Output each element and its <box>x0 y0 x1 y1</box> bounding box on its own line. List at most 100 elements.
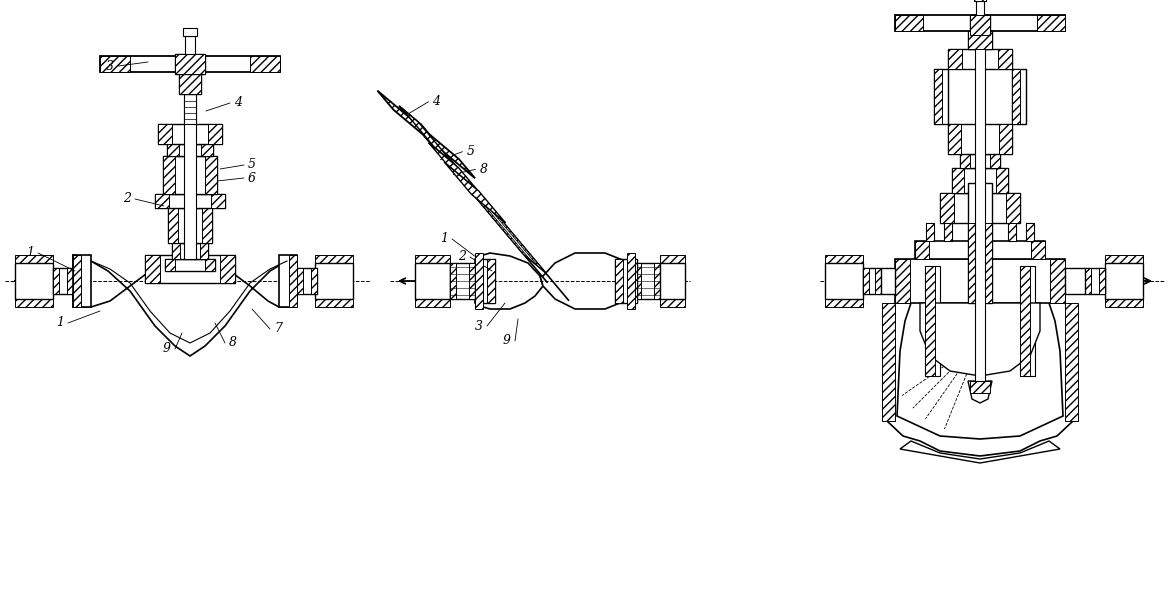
Bar <box>952 168 1008 193</box>
Bar <box>970 15 990 35</box>
Bar <box>990 154 1000 168</box>
Bar <box>863 268 881 294</box>
Bar <box>948 49 962 69</box>
Bar <box>168 208 212 243</box>
Bar <box>654 263 660 299</box>
Bar <box>73 255 81 307</box>
Text: 8: 8 <box>229 336 237 349</box>
Polygon shape <box>444 162 505 223</box>
Polygon shape <box>415 119 545 272</box>
Bar <box>73 255 91 307</box>
Bar <box>450 263 456 299</box>
Bar <box>975 21 984 381</box>
Bar <box>881 268 895 294</box>
Bar <box>1011 69 1026 124</box>
Bar <box>145 255 161 283</box>
Bar <box>1099 268 1105 294</box>
Bar <box>1011 69 1020 124</box>
Bar <box>183 28 197 36</box>
Text: 6: 6 <box>248 171 255 184</box>
Bar <box>184 99 196 259</box>
Bar <box>488 259 495 303</box>
Bar <box>1008 223 1016 241</box>
Bar <box>943 223 952 241</box>
Text: 4: 4 <box>234 96 241 109</box>
Bar <box>100 56 130 72</box>
Bar <box>660 255 684 307</box>
Bar <box>974 0 986 1</box>
Bar <box>211 194 225 208</box>
Polygon shape <box>402 108 451 161</box>
Bar <box>895 15 924 31</box>
Bar <box>926 223 934 241</box>
Bar <box>179 72 202 94</box>
Bar <box>635 263 641 299</box>
Bar <box>1006 193 1020 223</box>
Text: 4: 4 <box>432 95 441 108</box>
Bar <box>660 263 684 299</box>
Bar <box>1031 241 1045 259</box>
Bar <box>1065 268 1085 294</box>
Bar <box>915 241 1045 259</box>
Bar <box>970 381 990 393</box>
Bar <box>469 263 475 299</box>
Bar <box>968 31 992 49</box>
Bar <box>883 303 895 421</box>
Bar <box>279 255 297 307</box>
Bar <box>166 144 179 156</box>
Polygon shape <box>429 143 476 189</box>
Bar <box>53 268 59 294</box>
Bar <box>825 255 863 307</box>
Bar <box>205 259 214 271</box>
Bar <box>163 156 175 194</box>
Bar <box>163 156 217 194</box>
Bar <box>67 268 73 294</box>
Bar <box>165 259 175 271</box>
Polygon shape <box>900 441 1059 463</box>
Text: 2: 2 <box>123 193 131 206</box>
Text: 9: 9 <box>163 343 171 356</box>
Text: 9: 9 <box>503 335 511 348</box>
Bar <box>311 268 316 294</box>
Bar <box>926 223 934 241</box>
Text: 1: 1 <box>26 246 34 259</box>
Bar <box>825 263 863 299</box>
Bar <box>475 259 495 303</box>
Bar <box>976 1 984 15</box>
Bar <box>948 124 961 154</box>
Bar <box>172 243 207 259</box>
Polygon shape <box>377 90 475 178</box>
Bar <box>1085 268 1105 294</box>
Bar <box>627 253 635 309</box>
Bar <box>948 124 1011 154</box>
Bar <box>155 194 225 208</box>
Bar <box>415 263 450 299</box>
Bar <box>1050 259 1065 303</box>
Polygon shape <box>540 253 635 309</box>
Bar <box>315 263 353 299</box>
Bar <box>205 156 217 194</box>
Bar <box>934 69 942 124</box>
Bar <box>1026 223 1034 241</box>
Bar <box>1105 255 1143 307</box>
Bar <box>220 255 236 283</box>
Bar <box>968 183 992 303</box>
Bar <box>984 223 992 303</box>
Polygon shape <box>73 251 297 356</box>
Bar <box>179 72 202 94</box>
Text: 5: 5 <box>248 158 255 171</box>
Bar <box>895 15 1065 31</box>
Polygon shape <box>968 381 992 403</box>
Polygon shape <box>400 106 530 259</box>
Bar <box>863 268 868 294</box>
Bar <box>996 168 1008 193</box>
Bar <box>202 208 212 243</box>
Bar <box>635 263 660 299</box>
Text: 7: 7 <box>274 323 282 336</box>
Bar <box>1026 223 1034 241</box>
Bar <box>15 263 53 299</box>
Bar <box>1008 223 1016 241</box>
Bar <box>165 259 214 271</box>
Bar <box>615 259 638 303</box>
Bar <box>960 154 970 168</box>
